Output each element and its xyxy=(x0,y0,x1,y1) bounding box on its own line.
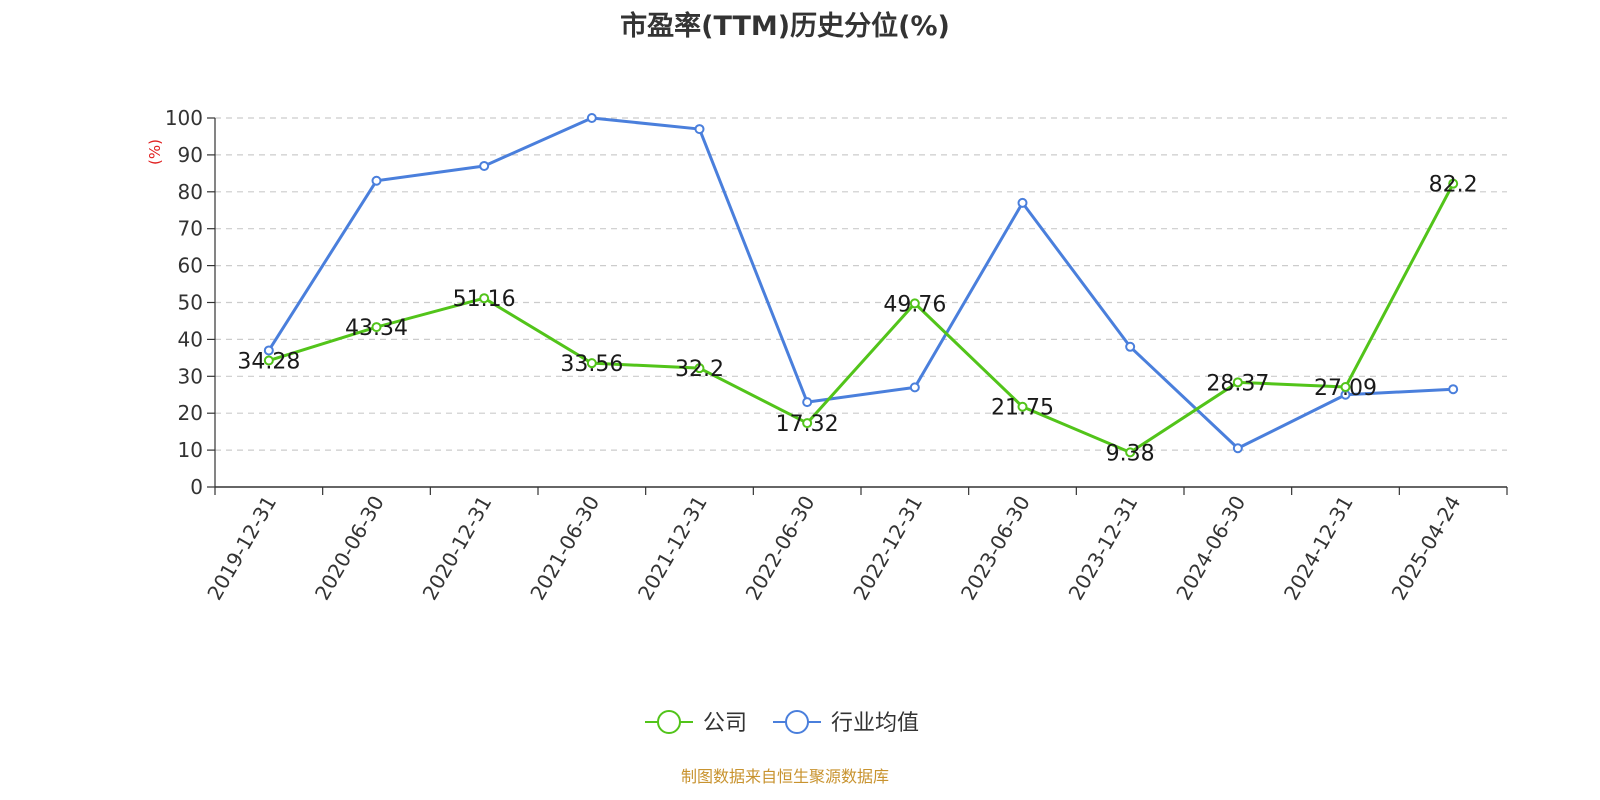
data-point xyxy=(586,113,597,123)
x-tick-label: 2019-12-31 xyxy=(202,492,281,605)
data-point xyxy=(1125,447,1136,458)
legend-item[interactable]: 公司 xyxy=(645,710,747,736)
series-line xyxy=(268,182,1455,454)
data-label: 34.28 xyxy=(237,350,300,375)
data-point xyxy=(263,355,274,366)
data-label: 43.34 xyxy=(345,316,408,341)
chart-title: 市盈率(TTM)历史分位(%) xyxy=(620,11,950,42)
data-point xyxy=(909,298,920,309)
data-point xyxy=(371,175,382,186)
y-tick-label: 60 xyxy=(178,254,203,278)
y-tick-label: 20 xyxy=(178,401,203,425)
legend-item[interactable]: 行业均值 xyxy=(773,710,919,736)
data-point xyxy=(1125,341,1136,352)
data-point xyxy=(909,382,920,393)
y-tick-label: 70 xyxy=(178,217,203,241)
data-point xyxy=(1232,377,1243,388)
x-tick-label: 2024-12-31 xyxy=(1279,492,1358,605)
data-point xyxy=(1448,178,1459,189)
data-point xyxy=(802,418,813,429)
x-tick-label: 2024-06-30 xyxy=(1171,492,1250,605)
line-chart: 0 10 20 30 40 50 60 70 80 90 100 2019-12-31 2020-06-… xyxy=(146,106,1508,736)
data-labels: 34.28 43.34 51.16 33.56 32.2 17.32 49.76 21.75 9… xyxy=(237,173,1477,467)
data-label: 9.38 xyxy=(1106,441,1155,466)
data-point xyxy=(479,293,490,304)
data-point xyxy=(1448,384,1459,395)
data-point xyxy=(802,397,813,408)
data-label: 33.56 xyxy=(560,352,623,377)
x-tick-label: 2022-06-30 xyxy=(741,492,820,605)
y-axis-unit-label: (%) xyxy=(146,139,164,165)
data-label: 17.32 xyxy=(776,412,839,437)
data-point xyxy=(479,160,490,171)
data-point xyxy=(694,124,705,135)
y-tick-label: 10 xyxy=(178,438,203,462)
x-tick-label: 2025-04-24 xyxy=(1387,492,1466,605)
y-tick-label: 90 xyxy=(178,143,203,167)
x-tick-label: 2020-06-30 xyxy=(310,492,389,605)
y-tick-label: 100 xyxy=(165,106,203,130)
data-point xyxy=(1017,401,1028,412)
legend-marker-icon xyxy=(657,710,681,734)
data-label: 82.2 xyxy=(1429,173,1478,198)
x-tick-label: 2021-06-30 xyxy=(525,492,604,605)
data-point xyxy=(694,363,705,374)
legend-marker-icon xyxy=(785,710,809,734)
data-label: 28.37 xyxy=(1206,371,1269,396)
data-point xyxy=(1017,197,1028,208)
data-point xyxy=(371,322,382,333)
legend[interactable]: 公司 行业均值 xyxy=(645,710,919,736)
x-tick-label: 2023-12-31 xyxy=(1064,492,1143,605)
x-tick-label: 2022-12-31 xyxy=(848,492,927,605)
y-tick-label: 0 xyxy=(190,475,203,499)
data-label: 27.09 xyxy=(1314,376,1377,401)
x-tick-label: 2023-06-30 xyxy=(956,492,1035,605)
legend-label: 行业均值 xyxy=(831,711,919,736)
data-point xyxy=(586,358,597,369)
series-lines xyxy=(263,113,1459,458)
source-note: 制图数据来自恒生聚源数据库 xyxy=(680,767,889,786)
x-tick-label: 2021-12-31 xyxy=(633,492,712,605)
data-label: 21.75 xyxy=(991,396,1054,421)
data-point xyxy=(263,345,274,356)
y-tick-label: 50 xyxy=(178,291,203,315)
data-label: 49.76 xyxy=(883,292,946,317)
y-tick-label: 80 xyxy=(178,180,203,204)
y-tick-label: 30 xyxy=(178,364,203,388)
data-label: 51.16 xyxy=(453,287,516,312)
legend-label: 公司 xyxy=(703,711,747,736)
y-tick-label: 40 xyxy=(178,327,203,351)
data-label: 32.2 xyxy=(675,357,724,382)
data-point xyxy=(1340,382,1351,393)
data-point xyxy=(1232,443,1243,454)
series-line xyxy=(267,116,1454,450)
x-tick-label: 2020-12-31 xyxy=(418,492,497,605)
axes: 0 10 20 30 40 50 60 70 80 90 100 2019-12-31 2020-06-… xyxy=(165,106,1508,605)
